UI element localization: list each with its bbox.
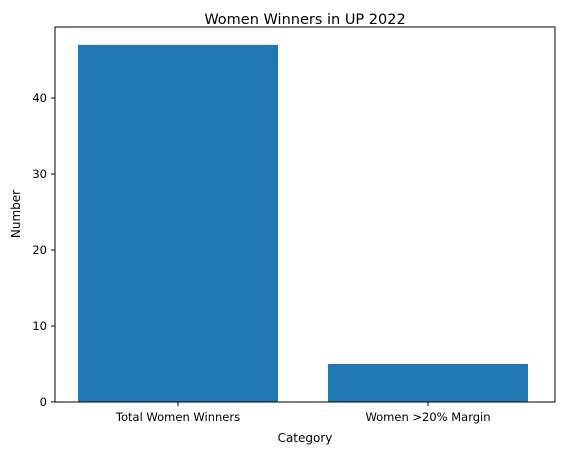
bar-0 — [78, 44, 278, 402]
bars-group — [78, 44, 528, 402]
y-axis-label: Number — [9, 190, 23, 238]
plot-area-frame — [54, 26, 556, 403]
x-tick-label-1: Women >20% Margin — [365, 410, 490, 424]
x-tick-label-0: Total Women Winners — [115, 410, 240, 424]
y-tick-label-2: 20 — [32, 243, 47, 257]
chart-title: Women Winners in UP 2022 — [204, 12, 405, 28]
x-axis-ticks: Total Women Winners Women >20% Margin — [115, 402, 491, 424]
y-tick-label-0: 0 — [40, 395, 47, 409]
y-tick-label-4: 40 — [32, 91, 47, 105]
y-axis-ticks: 0 10 20 30 40 — [32, 91, 55, 409]
y-tick-label-3: 30 — [32, 167, 47, 181]
x-axis-label: Category — [278, 431, 333, 445]
y-tick-label-1: 10 — [32, 319, 47, 333]
bar-1 — [328, 364, 528, 402]
